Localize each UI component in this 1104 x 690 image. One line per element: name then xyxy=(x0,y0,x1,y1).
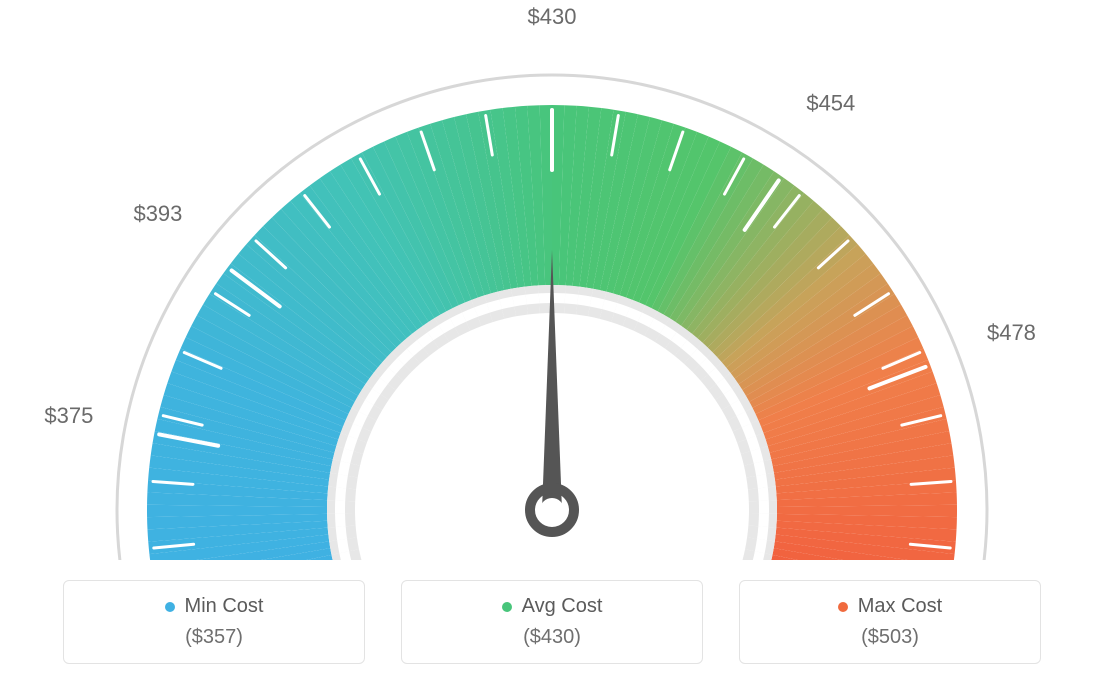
legend-dot-avg xyxy=(502,602,512,612)
legend-card-avg: Avg Cost ($430) xyxy=(401,580,703,664)
legend-label-avg: Avg Cost xyxy=(522,595,603,618)
legend-card-min: Min Cost ($357) xyxy=(63,580,365,664)
gauge-chart: $357$375$393$430$454$478$503 xyxy=(0,0,1104,560)
svg-text:$478: $478 xyxy=(987,320,1036,345)
legend-value-max: ($503) xyxy=(740,626,1040,649)
legend-value-avg: ($430) xyxy=(402,626,702,649)
svg-text:$375: $375 xyxy=(44,403,93,428)
svg-text:$454: $454 xyxy=(806,90,855,115)
legend-dot-max xyxy=(838,602,848,612)
legend-label-max: Max Cost xyxy=(858,595,942,618)
legend-value-min: ($357) xyxy=(64,626,364,649)
legend-label-min: Min Cost xyxy=(185,595,264,618)
svg-text:$430: $430 xyxy=(528,4,577,29)
legend-dot-min xyxy=(165,602,175,612)
legend-card-max: Max Cost ($503) xyxy=(739,580,1041,664)
svg-text:$393: $393 xyxy=(133,201,182,226)
legend-row: Min Cost ($357) Avg Cost ($430) Max Cost… xyxy=(0,580,1104,664)
